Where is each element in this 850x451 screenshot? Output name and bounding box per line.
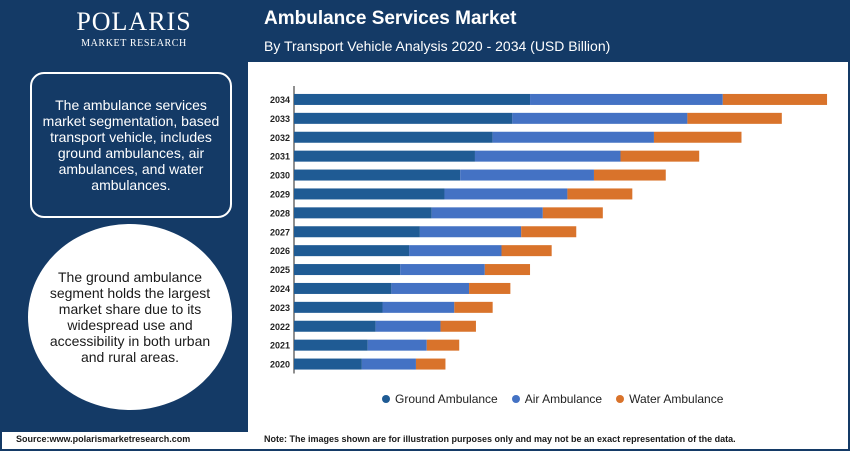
- disclaimer-note: Note: The images shown are for illustrat…: [264, 434, 736, 444]
- tick-label-2030: 2030: [270, 171, 290, 181]
- segmentation-info-box: The ambulance services market segmentati…: [30, 72, 232, 218]
- tick-label-2026: 2026: [270, 246, 290, 256]
- header-bar: [2, 2, 848, 62]
- bar-water-2025: [484, 264, 531, 276]
- bar-ground-2025: [294, 264, 401, 276]
- legend-swatch-water: [616, 395, 625, 403]
- tick-label-2023: 2023: [270, 303, 290, 313]
- bar-air-2026: [409, 245, 502, 257]
- bar-ground-2029: [294, 188, 445, 200]
- bar-ground-2033: [294, 112, 513, 124]
- brand-subtitle: MARKET RESEARCH: [81, 38, 187, 49]
- highlight-circle: The ground ambulance segment holds the l…: [28, 224, 232, 410]
- page-title: Ambulance Services Market: [264, 8, 517, 29]
- tick-label-2034: 2034: [270, 95, 290, 105]
- legend-label-water: Water Ambulance: [629, 392, 724, 406]
- bar-ground-2030: [294, 169, 461, 181]
- bar-water-2023: [454, 301, 493, 313]
- bar-ground-2031: [294, 150, 475, 162]
- legend-swatch-air: [511, 395, 520, 403]
- bar-ground-2021: [294, 339, 368, 351]
- bar-water-2027: [521, 226, 577, 238]
- bar-ground-2023: [294, 301, 383, 313]
- bar-ground-2026: [294, 245, 410, 257]
- bar-water-2022: [440, 320, 476, 332]
- page-subtitle: By Transport Vehicle Analysis 2020 - 203…: [264, 38, 611, 54]
- bar-ground-2027: [294, 226, 420, 238]
- legend-label-ground: Ground Ambulance: [395, 392, 498, 406]
- bar-water-2020: [415, 358, 446, 370]
- legend-item-water: Water Ambulance: [616, 392, 723, 406]
- legend-item-air: Air Ambulance: [511, 392, 603, 406]
- legend-item-ground: Ground Ambulance: [382, 392, 498, 406]
- bar-air-2028: [431, 207, 543, 219]
- tick-label-2032: 2032: [270, 133, 290, 143]
- source-text: Source:www.polarismarketresearch.com: [16, 434, 191, 444]
- stacked-bar-chart: 2034 2033 2032 2031 2030 2029 2028 2027 2026 2025…: [270, 86, 828, 374]
- tick-label-2021: 2021: [270, 341, 290, 351]
- bar-water-2034: [722, 93, 828, 105]
- tick-label-2022: 2022: [270, 322, 290, 332]
- bar-water-2031: [620, 150, 700, 162]
- bar-ground-2020: [294, 358, 362, 370]
- bar-air-2023: [382, 301, 455, 313]
- tick-label-2028: 2028: [270, 208, 290, 218]
- legend-swatch-ground: [382, 395, 390, 403]
- bar-water-2021: [426, 339, 460, 351]
- brand-logo: POLARIS MARKET RESEARCH: [74, 8, 194, 50]
- chart-legend: Ground Ambulance Air Ambulance Water Amb…: [382, 392, 723, 406]
- tick-label-2027: 2027: [270, 227, 290, 237]
- tick-label-2029: 2029: [270, 189, 290, 199]
- bar-water-2030: [593, 169, 666, 181]
- bar-ground-2034: [294, 93, 531, 105]
- bar-water-2028: [542, 207, 603, 219]
- tick-label-2031: 2031: [270, 152, 290, 162]
- bar-air-2021: [367, 339, 427, 351]
- brand-name: POLARIS: [76, 7, 192, 36]
- bar-air-2025: [400, 264, 485, 276]
- legend-label-air: Air Ambulance: [524, 392, 603, 406]
- segmentation-info-text: The ambulance services market segmentati…: [42, 97, 220, 193]
- tick-label-2025: 2025: [270, 265, 290, 275]
- bar-ground-2024: [294, 282, 392, 294]
- tick-label-2024: 2024: [270, 284, 290, 294]
- bar-air-2027: [419, 226, 522, 238]
- bar-water-2032: [653, 131, 742, 143]
- bar-water-2033: [687, 112, 782, 124]
- bar-air-2030: [460, 169, 594, 181]
- bar-air-2029: [444, 188, 568, 200]
- highlight-text: The ground ambulance segment holds the l…: [49, 269, 211, 365]
- bar-ground-2022: [294, 320, 376, 332]
- bar-water-2026: [501, 245, 552, 257]
- bar-air-2022: [375, 320, 441, 332]
- tick-label-2033: 2033: [270, 114, 290, 124]
- bar-water-2029: [567, 188, 633, 200]
- bar-air-2024: [391, 282, 470, 294]
- bar-air-2034: [530, 93, 723, 105]
- bar-air-2033: [512, 112, 688, 124]
- bar-air-2020: [361, 358, 416, 370]
- bar-ground-2028: [294, 207, 432, 219]
- tick-label-2020: 2020: [270, 360, 290, 370]
- bar-ground-2032: [294, 131, 493, 143]
- bar-air-2032: [492, 131, 654, 143]
- bar-air-2031: [474, 150, 621, 162]
- bar-water-2024: [469, 282, 511, 294]
- footer-bar: [2, 432, 848, 449]
